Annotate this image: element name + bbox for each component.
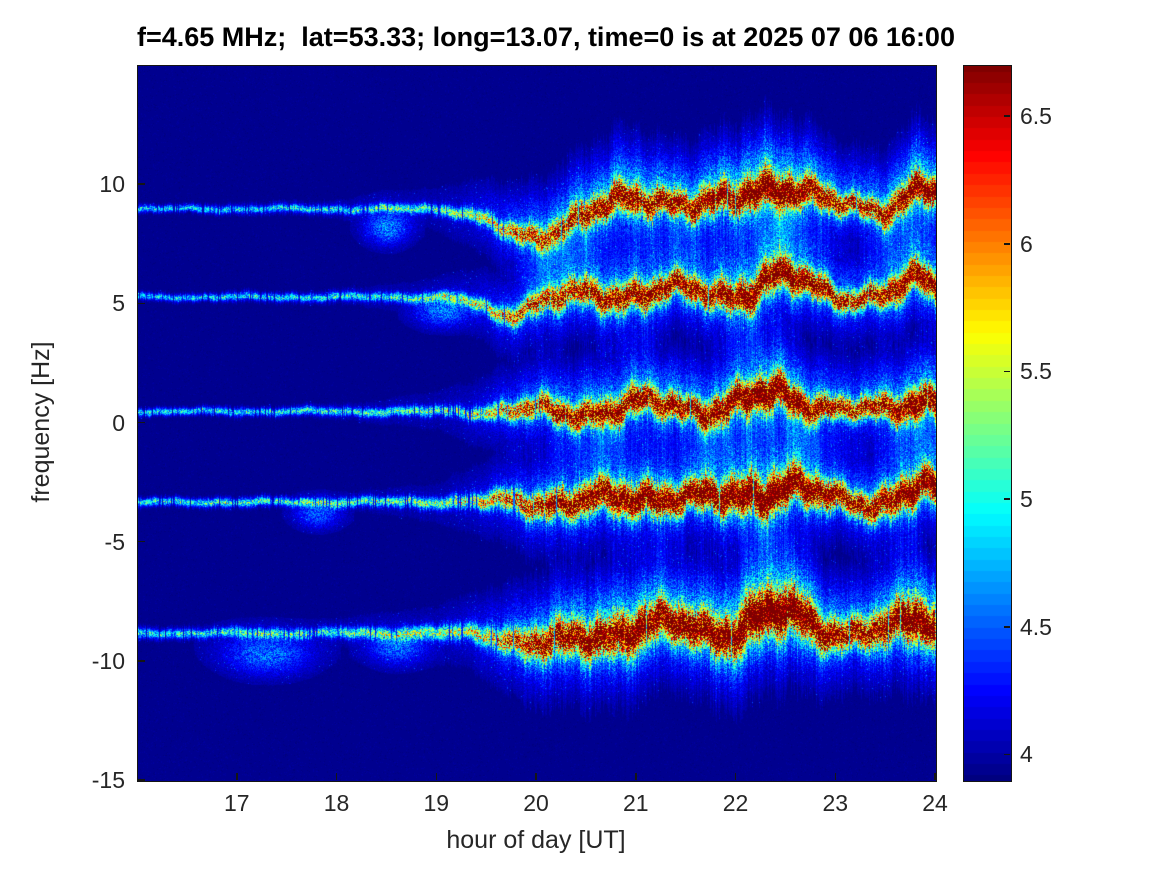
tick-mark xyxy=(436,773,438,780)
x-tick-label: 23 xyxy=(822,790,848,817)
tick-mark xyxy=(1004,243,1010,245)
tick-mark xyxy=(236,773,238,780)
colorbar-tick-label: 5.5 xyxy=(1020,357,1052,385)
tick-mark xyxy=(735,773,737,780)
x-tick-label: 19 xyxy=(423,790,449,817)
tick-mark xyxy=(934,773,936,780)
colorbar-tick-label: 5 xyxy=(1020,485,1033,513)
colorbar xyxy=(963,65,1012,782)
chart-title: f=4.65 MHz; lat=53.33; long=13.07, time=… xyxy=(137,22,935,53)
x-tick-label: 21 xyxy=(623,790,649,817)
tick-mark xyxy=(138,183,145,185)
spectrogram-canvas xyxy=(138,66,936,781)
tick-mark xyxy=(138,779,145,781)
tick-mark xyxy=(635,773,637,780)
tick-mark xyxy=(1004,754,1010,756)
y-tick-label: 0 xyxy=(37,409,125,437)
x-tick-label: 20 xyxy=(523,790,549,817)
x-axis-label: hour of day [UT] xyxy=(137,826,935,855)
tick-mark xyxy=(138,303,145,305)
tick-mark xyxy=(835,773,837,780)
tick-mark xyxy=(1004,115,1010,117)
colorbar-tick-label: 6 xyxy=(1020,230,1033,258)
colorbar-canvas xyxy=(964,66,1011,781)
x-tick-label: 17 xyxy=(224,790,250,817)
y-tick-label: -5 xyxy=(37,528,125,556)
plot-area xyxy=(137,65,937,782)
y-tick-label: -10 xyxy=(37,647,125,675)
tick-mark xyxy=(1004,498,1010,500)
y-tick-label: -15 xyxy=(37,766,125,794)
y-tick-label: 10 xyxy=(37,170,125,198)
tick-mark xyxy=(138,660,145,662)
x-tick-label: 22 xyxy=(723,790,749,817)
tick-mark xyxy=(138,541,145,543)
tick-mark xyxy=(535,773,537,780)
tick-mark xyxy=(336,773,338,780)
colorbar-tick-label: 6.5 xyxy=(1020,102,1052,130)
tick-mark xyxy=(1004,626,1010,628)
x-tick-label: 18 xyxy=(324,790,350,817)
colorbar-tick-label: 4.5 xyxy=(1020,613,1052,641)
tick-mark xyxy=(138,422,145,424)
x-tick-label: 24 xyxy=(922,790,948,817)
figure: f=4.65 MHz; lat=53.33; long=13.07, time=… xyxy=(0,0,1167,875)
tick-mark xyxy=(1004,371,1010,373)
colorbar-tick-label: 4 xyxy=(1020,740,1033,768)
y-tick-label: 5 xyxy=(37,289,125,317)
